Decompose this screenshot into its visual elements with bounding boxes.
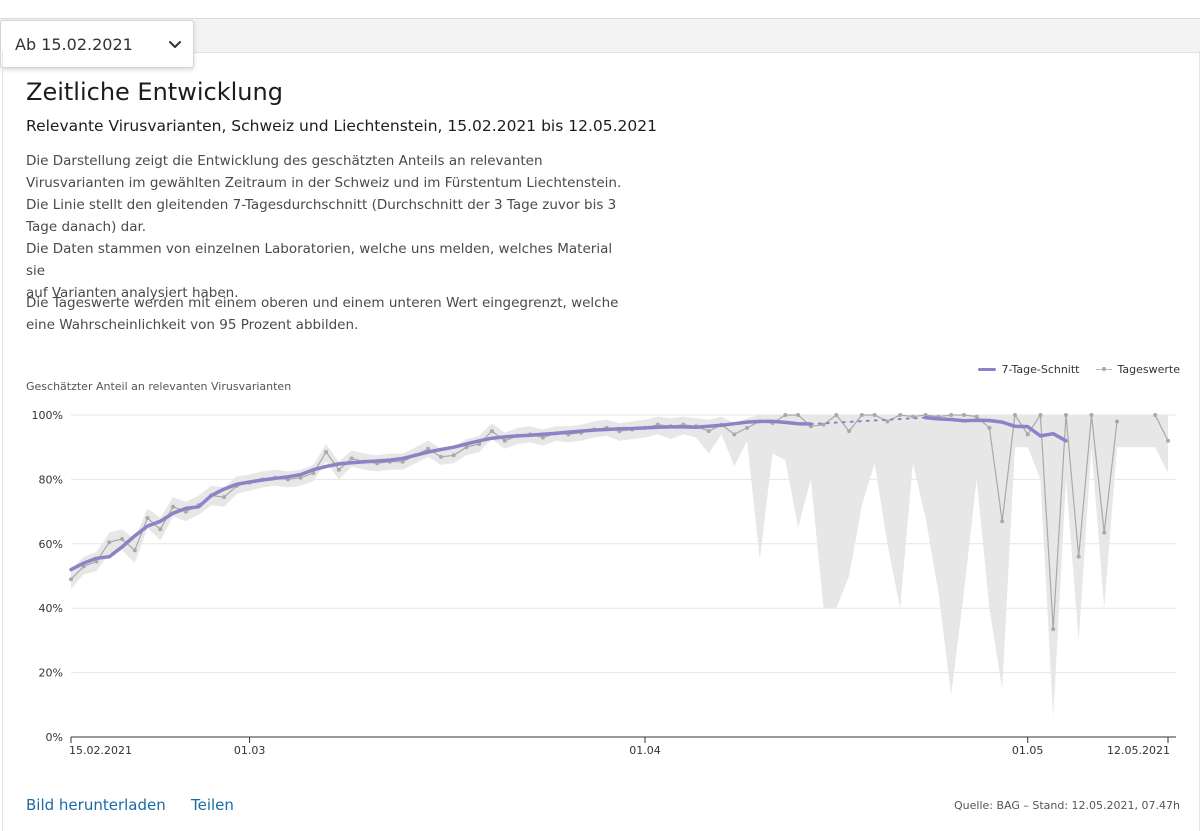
- date-range-select-value: Ab 15.02.2021: [15, 34, 133, 54]
- x-tick-label: 12.05.2021: [1107, 744, 1170, 757]
- description-line: Die Tageswerte werden mit einem oberen u…: [26, 295, 619, 311]
- chart-description-confidence: Die Tageswerte werden mit einem oberen u…: [26, 292, 626, 336]
- daily-value-point: [489, 429, 494, 434]
- daily-value-point: [120, 536, 125, 541]
- daily-value-point: [158, 527, 163, 532]
- daily-value-point: [961, 413, 966, 417]
- daily-value-point: [336, 467, 341, 472]
- x-tick-label: 01.05: [1012, 744, 1044, 757]
- daily-value-point: [426, 446, 431, 451]
- daily-value-point: [885, 419, 890, 424]
- daily-value-point: [783, 413, 788, 417]
- description-line: eine Wahrscheinlichkeit von 95 Prozent a…: [26, 317, 359, 333]
- legend-swatch-dots: [1095, 365, 1112, 375]
- daily-value-point: [1012, 413, 1017, 417]
- daily-value-point: [438, 454, 443, 459]
- legend-item-avg[interactable]: 7-Tage-Schnitt: [977, 363, 1080, 376]
- y-axis-title: Geschätzter Anteil an relevanten Virusva…: [26, 380, 292, 393]
- daily-value-point: [400, 459, 405, 464]
- legend-label: 7-Tage-Schnitt: [1001, 363, 1080, 376]
- daily-value-point: [1038, 413, 1043, 417]
- confidence-band: [71, 415, 1168, 718]
- daily-value-point: [145, 516, 150, 521]
- seven-day-average-line: [923, 415, 1068, 443]
- date-range-select[interactable]: Ab 15.02.2021: [0, 20, 194, 68]
- chart-description: Die Darstellung zeigt die Entwicklung de…: [26, 150, 626, 304]
- daily-value-point: [132, 548, 137, 553]
- share-link[interactable]: Teilen: [191, 796, 234, 814]
- description-line: auf Varianten analysiert haben.: [26, 285, 239, 301]
- daily-value-point: [1025, 432, 1030, 437]
- x-tick-label: 15.02.2021: [69, 744, 132, 757]
- description-line: Die Daten stammen von einzelnen Laborato…: [26, 241, 613, 279]
- description-line: Die Darstellung zeigt die Entwicklung de…: [26, 153, 543, 169]
- daily-value-point: [1000, 519, 1005, 524]
- daily-value-point: [872, 413, 877, 417]
- chart-legend: 7-Tage-Schnitt Tageswerte: [962, 363, 1180, 376]
- daily-value-point: [796, 413, 801, 417]
- daily-value-point: [171, 504, 176, 509]
- daily-value-point: [847, 429, 852, 434]
- daily-value-point: [324, 450, 329, 455]
- daily-value-point: [1166, 438, 1170, 443]
- daily-value-point: [732, 432, 737, 437]
- description-line: Die Linie stellt den gleitenden 7-Tagesd…: [26, 197, 617, 213]
- daily-values-line: [1154, 414, 1169, 442]
- daily-value-point: [222, 495, 227, 500]
- data-source-note: Quelle: BAG – Stand: 12.05.2021, 07.47h: [953, 799, 1180, 812]
- daily-value-point: [1051, 627, 1056, 632]
- seven-day-average-gap: [809, 416, 927, 426]
- daily-value-point: [1153, 413, 1158, 417]
- legend-label: Tageswerte: [1117, 363, 1181, 376]
- daily-value-point: [464, 445, 469, 450]
- daily-value-point: [451, 453, 456, 458]
- daily-value-point: [1114, 419, 1119, 424]
- daily-value-point: [745, 425, 750, 430]
- y-tick-label: 20%: [39, 667, 63, 680]
- legend-item-daily[interactable]: Tageswerte: [1095, 363, 1181, 376]
- seven-day-average-line: [69, 419, 813, 572]
- chart-subtitle: Relevante Virusvarianten, Schweiz und Li…: [26, 117, 657, 135]
- daily-value-point: [898, 413, 903, 417]
- daily-value-point: [974, 414, 979, 419]
- y-tick-label: 80%: [39, 473, 63, 486]
- daily-value-point: [706, 429, 711, 434]
- daily-value-point: [949, 413, 954, 417]
- daily-value-point: [477, 441, 482, 446]
- daily-value-point: [1063, 413, 1068, 417]
- legend-swatch-line: [977, 368, 996, 371]
- description-line: Virusvarianten im gewählten Zeitraum in …: [26, 175, 622, 191]
- y-tick-label: 100%: [32, 409, 63, 422]
- download-image-link[interactable]: Bild herunterladen: [26, 796, 166, 814]
- chevron-down-icon: [169, 41, 181, 48]
- daily-value-point: [1076, 554, 1081, 559]
- y-tick-label: 60%: [39, 538, 63, 551]
- page-title: Zeitliche Entwicklung: [26, 78, 283, 106]
- daily-value-point: [107, 540, 112, 545]
- daily-value-point: [821, 422, 826, 427]
- daily-value-point: [834, 413, 839, 417]
- filter-bar: Ab 15.02.2021: [0, 18, 1200, 68]
- daily-value-point: [69, 577, 73, 582]
- daily-value-point: [859, 413, 864, 417]
- daily-value-point: [502, 438, 507, 443]
- daily-value-point: [540, 435, 545, 440]
- daily-value-point: [349, 456, 354, 461]
- variant-share-chart: 0% 20% 40% 60% 80% 100% 15.02.2021 01.03 01.04 01…: [32, 409, 1176, 757]
- daily-value-point: [1089, 413, 1094, 417]
- x-tick-label: 01.03: [234, 744, 266, 757]
- x-tick-label: 01.04: [629, 744, 661, 757]
- daily-value-point: [987, 425, 992, 430]
- y-tick-label: 0%: [46, 731, 63, 744]
- y-tick-label: 40%: [39, 602, 63, 615]
- daily-value-point: [298, 475, 303, 480]
- description-line: Tage danach) dar.: [26, 219, 147, 235]
- daily-value-point: [1102, 530, 1107, 535]
